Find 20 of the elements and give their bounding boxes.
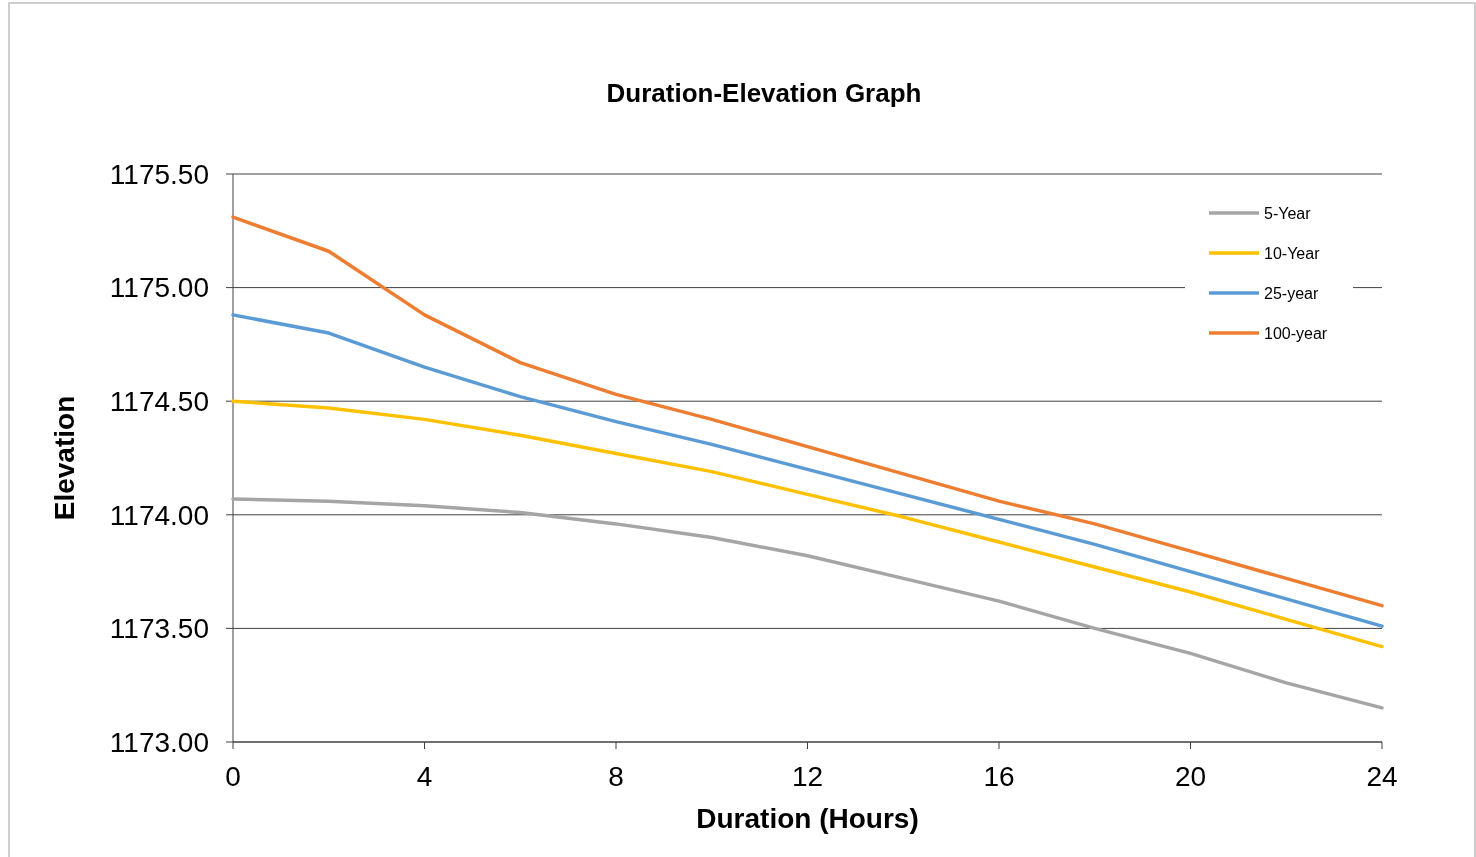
y-tick-label: 1173.50 bbox=[109, 613, 209, 645]
x-tick-label: 20 bbox=[1174, 761, 1207, 792]
y-tick-label: 1174.50 bbox=[109, 386, 209, 417]
x-tick-label: 4 bbox=[416, 761, 433, 792]
x-tick-label: 12 bbox=[791, 761, 824, 792]
legend-label: 10-Year bbox=[1264, 244, 1321, 262]
x-tick-label: 0 bbox=[225, 761, 241, 792]
y-tick-label: 1175.00 bbox=[109, 272, 209, 304]
x-tick-label: 24 bbox=[1366, 761, 1398, 792]
y-tick-label: 1173.00 bbox=[109, 726, 209, 758]
chart-title: Duration-Elevation Graph bbox=[606, 78, 922, 108]
legend-label: 5-Year bbox=[1264, 204, 1312, 222]
legend-label: 100-year bbox=[1264, 324, 1328, 342]
legend-label: 25-year bbox=[1264, 284, 1319, 302]
x-tick-label: 16 bbox=[983, 761, 1015, 792]
y-tick-label: 1175.50 bbox=[109, 158, 209, 190]
y-tick-label: 1174.00 bbox=[109, 499, 209, 531]
x-axis-title: Duration (Hours) bbox=[696, 803, 919, 834]
x-tick-label: 8 bbox=[608, 761, 624, 792]
y-axis-title: Elevation bbox=[49, 395, 80, 521]
